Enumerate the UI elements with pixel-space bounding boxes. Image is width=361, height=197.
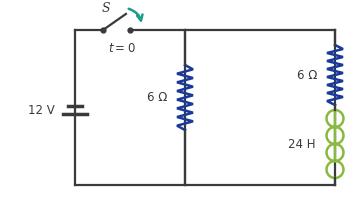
Text: S: S: [102, 2, 110, 15]
Text: 6 Ω: 6 Ω: [297, 69, 317, 82]
Text: 12 V: 12 V: [28, 103, 55, 116]
Text: 6 Ω: 6 Ω: [147, 91, 167, 104]
Text: $t = 0$: $t = 0$: [108, 42, 136, 55]
Text: 24 H: 24 H: [287, 138, 315, 151]
